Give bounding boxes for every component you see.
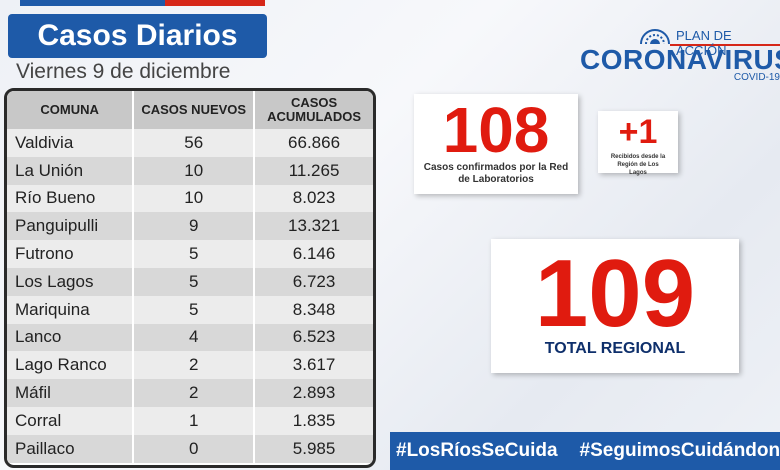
table-row: Lanco 4 6.523 (7, 323, 373, 352)
cell-comuna: La Unión (7, 156, 135, 185)
cell-casos-nuevos: 5 (133, 295, 256, 324)
cell-casos-acumulados: 3.617 (254, 351, 373, 380)
cell-casos-acumulados: 1.835 (254, 406, 373, 435)
hashtag-seguimos: #SeguimosCuidándonos (579, 440, 780, 461)
cell-casos-acumulados: 8.348 (254, 295, 373, 324)
column-header-comuna: COMUNA (7, 91, 135, 129)
cell-casos-acumulados: 2.893 (254, 379, 373, 407)
page-title: Casos Diarios (8, 14, 267, 58)
hashtag-bar: #LosRíosSeCuida #SeguimosCuidándonos (390, 432, 780, 470)
cell-comuna: Corral (7, 406, 135, 435)
cell-casos-nuevos: 2 (133, 351, 256, 380)
logo-covid-text: COVID-19 (733, 72, 780, 83)
logo-divider (670, 44, 780, 46)
table-row: Los Lagos 5 6.723 (7, 267, 373, 296)
cell-casos-nuevos: 4 (133, 323, 256, 352)
cell-casos-nuevos: 5 (133, 240, 256, 268)
table-row: Lago Ranco 2 3.617 (7, 351, 373, 380)
cell-casos-acumulados: 13.321 (254, 212, 373, 241)
cell-casos-acumulados: 5.985 (254, 434, 373, 463)
cell-casos-acumulados: 11.265 (254, 156, 373, 185)
top-accent-bar (20, 0, 265, 6)
cell-comuna: Panguipulli (7, 212, 135, 241)
column-header-casos-acumulados: CASOS ACUMULADOS (254, 91, 373, 129)
cell-comuna: Mariquina (7, 295, 135, 324)
hashtag-losrios: #LosRíosSeCuida (396, 440, 558, 461)
table-row: Futrono 5 6.146 (7, 240, 373, 268)
cell-casos-nuevos: 2 (133, 379, 256, 407)
table-row: Mariquina 5 8.348 (7, 295, 373, 324)
cell-casos-nuevos: 1 (133, 406, 256, 435)
table-row: Máfil 2 2.893 (7, 379, 373, 407)
total-regional-card: 109 TOTAL REGIONAL (491, 239, 739, 373)
cell-casos-acumulados: 6.723 (254, 267, 373, 296)
table-row: La Unión 10 11.265 (7, 156, 373, 185)
cell-comuna: Río Bueno (7, 184, 135, 213)
cell-comuna: Lago Ranco (7, 351, 135, 380)
cell-casos-acumulados: 66.866 (254, 129, 373, 157)
coronavirus-plan-logo: PLAN DE ACCIÓN CORONAVIRUS COVID-19 (580, 24, 780, 94)
cell-casos-nuevos: 0 (133, 434, 256, 463)
cell-comuna: Paillaco (7, 434, 135, 463)
sun-emblem-icon (640, 29, 670, 44)
cell-casos-acumulados: 8.023 (254, 184, 373, 213)
cases-table: COMUNA CASOS NUEVOS CASOS ACUMULADOS Val… (4, 88, 376, 468)
top-accent-red (165, 0, 265, 6)
cell-casos-nuevos: 5 (133, 267, 256, 296)
cell-comuna: Los Lagos (7, 267, 135, 296)
table-row: Corral 1 1.835 (7, 406, 373, 435)
table-row: Panguipulli 9 13.321 (7, 212, 373, 241)
table-row: Paillaco 0 5.985 (7, 434, 373, 463)
other-region-value: +1 (618, 113, 658, 151)
other-region-card: +1 Recibidos desde la Región de Los Lago… (598, 111, 678, 176)
column-header-casos-nuevos: CASOS NUEVOS (133, 91, 256, 129)
cell-casos-nuevos: 10 (133, 156, 256, 185)
logo-coronavirus-text: CORONAVIRUS (580, 44, 780, 75)
cell-casos-acumulados: 6.146 (254, 240, 373, 268)
total-regional-value: 109 (534, 240, 696, 347)
cell-casos-nuevos: 9 (133, 212, 256, 241)
date-label: Viernes 9 de diciembre (16, 60, 231, 83)
lab-cases-label: Casos confirmados por la Red de Laborato… (423, 162, 569, 185)
cell-comuna: Futrono (7, 240, 135, 268)
logo-plan-text: PLAN DE ACCIÓN (676, 28, 732, 58)
cell-casos-nuevos: 56 (133, 129, 256, 157)
lab-cases-value: 108 (442, 94, 550, 166)
lab-cases-card: 108 Casos confirmados por la Red de Labo… (414, 94, 578, 194)
cell-casos-nuevos: 10 (133, 184, 256, 213)
table-row: Río Bueno 10 8.023 (7, 184, 373, 213)
cell-casos-acumulados: 6.523 (254, 323, 373, 352)
table-row: Valdivia 56 66.866 (7, 129, 373, 157)
cell-comuna: Lanco (7, 323, 135, 352)
cell-comuna: Valdivia (7, 129, 135, 157)
total-regional-label: TOTAL REGIONAL (544, 340, 686, 357)
cell-comuna: Máfil (7, 379, 135, 407)
other-region-label: Recibidos desde la Región de Los Lagos (610, 154, 666, 176)
